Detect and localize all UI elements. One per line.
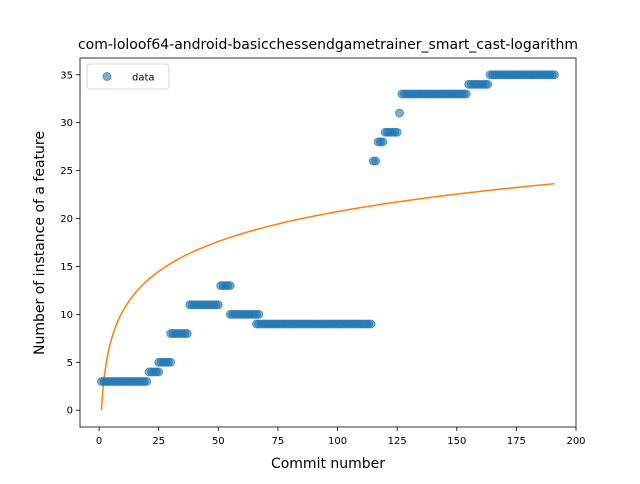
data-point: [366, 319, 376, 329]
data-point: [371, 156, 381, 166]
data-point: [392, 127, 402, 137]
data-point: [254, 309, 264, 319]
x-tick-label: 150: [447, 436, 466, 447]
y-tick-label: 20: [60, 214, 73, 225]
x-tick-label: 200: [566, 436, 585, 447]
y-tick-label: 25: [60, 166, 73, 177]
x-tick-label: 50: [212, 436, 225, 447]
fit-line: [100, 182, 555, 411]
y-tick-label: 30: [60, 118, 73, 129]
data-point: [182, 329, 192, 339]
y-tick-label: 35: [60, 70, 73, 81]
y-tick-label: 5: [67, 358, 73, 369]
axes: 0 25 50 75 100 125 150 175 200 0 5 10 15 20 25 30 35: [60, 57, 586, 447]
data-point: [213, 300, 223, 310]
y-axis-label: Number of instance of a feature: [32, 131, 48, 355]
legend: data: [86, 63, 170, 90]
x-tick-label: 0: [96, 436, 102, 447]
y-tick-label: 15: [60, 262, 73, 273]
fit-line-series: [100, 182, 555, 411]
data-point: [154, 367, 164, 377]
x-tick-label: 25: [152, 436, 165, 447]
x-tick-label: 125: [388, 436, 407, 447]
data-point: [483, 79, 493, 89]
data-point: [461, 89, 471, 99]
x-axis-label: Commit number: [271, 456, 385, 472]
legend-marker: [102, 72, 112, 81]
data-point: [550, 70, 560, 80]
data-point: [378, 137, 388, 147]
data-series: [96, 70, 560, 386]
legend-box: [86, 63, 170, 90]
y-tick-label: 0: [67, 406, 73, 417]
data-point: [166, 357, 176, 367]
data-point: [395, 108, 405, 118]
x-tick-label: 100: [328, 436, 347, 447]
chart-title: com-loloof64-android-basicchessendgametr…: [78, 37, 578, 53]
x-tick-label: 175: [507, 436, 526, 447]
data-point: [225, 281, 235, 291]
y-tick-label: 10: [60, 310, 73, 321]
legend-label: data: [132, 73, 155, 84]
x-tick-label: 75: [272, 436, 285, 447]
axes-frame: [79, 57, 577, 428]
data-point: [142, 376, 152, 386]
